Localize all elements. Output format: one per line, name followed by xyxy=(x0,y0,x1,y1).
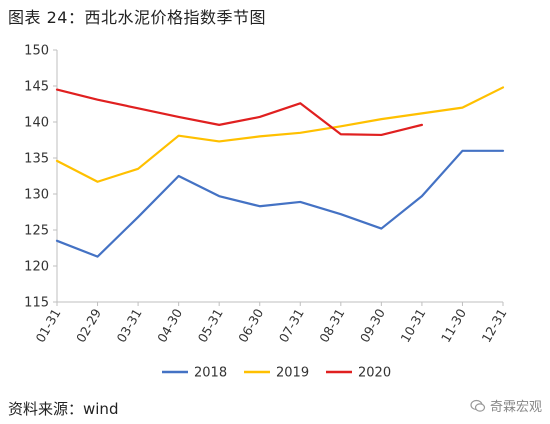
source-note: 资料来源：wind xyxy=(8,400,119,418)
series-line-2020 xyxy=(55,88,424,137)
chart-title: 图表 24：西北水泥价格指数季节图 xyxy=(8,8,266,27)
watermark-text: 奇霖宏观 xyxy=(489,400,542,415)
x-tick-label: 08-31 xyxy=(316,306,347,345)
x-tick-label: 02-29 xyxy=(73,306,104,345)
y-tick-label: 145 xyxy=(24,80,49,95)
x-tick-label: 06-30 xyxy=(235,306,266,345)
x-tick-label: 11-30 xyxy=(438,306,469,345)
legend-label-2020: 2020 xyxy=(358,366,391,381)
series-line-2018 xyxy=(55,149,505,258)
x-tick-label: 04-30 xyxy=(154,306,185,345)
x-tick-label: 09-30 xyxy=(357,306,388,345)
y-tick-label: 135 xyxy=(24,152,49,167)
x-tick-label: 10-31 xyxy=(397,306,428,345)
x-tick-label: 12-31 xyxy=(478,306,509,345)
legend-label-2019: 2019 xyxy=(276,366,309,381)
y-tick-label: 150 xyxy=(24,44,49,59)
y-tick-label: 115 xyxy=(24,296,49,311)
x-tick-label: 01-31 xyxy=(32,306,63,345)
legend-label-2018: 2018 xyxy=(194,366,227,381)
y-tick-label: 125 xyxy=(24,224,49,239)
x-tick-label: 03-31 xyxy=(114,306,145,345)
y-tick-label: 120 xyxy=(24,260,49,275)
y-tick-label: 140 xyxy=(24,116,49,131)
y-tick-label: 130 xyxy=(24,188,49,203)
x-tick-label: 05-31 xyxy=(195,306,226,345)
series-line-2019 xyxy=(55,86,505,183)
wechat-icon xyxy=(470,399,486,412)
watermark: 奇霖宏观 xyxy=(470,396,542,415)
x-tick-label: 07-31 xyxy=(276,306,307,345)
